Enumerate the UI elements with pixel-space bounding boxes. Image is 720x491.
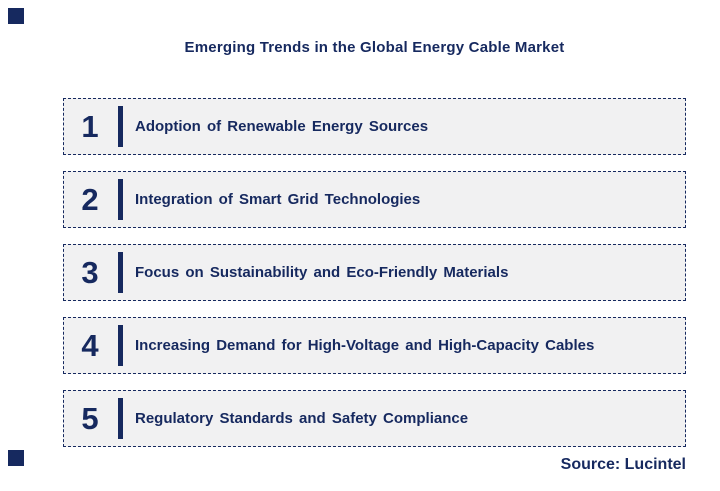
- trend-row-2: 2 Integration of Smart Grid Technologies: [63, 171, 686, 228]
- trend-label: Focus on Sustainability and Eco-Friendly…: [135, 264, 509, 281]
- vertical-divider-bar: [118, 106, 123, 147]
- trend-label: Integration of Smart Grid Technologies: [135, 191, 421, 208]
- vertical-divider-bar: [118, 398, 123, 439]
- trend-row-5: 5 Regulatory Standards and Safety Compli…: [63, 390, 686, 447]
- trend-number: 4: [81, 328, 99, 363]
- trend-number: 1: [81, 109, 99, 144]
- corner-accent-square-bottom-left: [8, 450, 24, 466]
- trend-label: Adoption of Renewable Energy Sources: [135, 118, 429, 135]
- trend-number: 5: [81, 401, 99, 436]
- trend-label: Increasing Demand for High-Voltage and H…: [135, 337, 595, 354]
- corner-accent-square-top-left: [8, 8, 24, 24]
- trend-row-3: 3 Focus on Sustainability and Eco-Friend…: [63, 244, 686, 301]
- trend-row-4: 4 Increasing Demand for High-Voltage and…: [63, 317, 686, 374]
- vertical-divider-bar: [118, 325, 123, 366]
- vertical-divider-bar: [118, 252, 123, 293]
- trend-number: 3: [81, 255, 99, 290]
- vertical-divider-bar: [118, 179, 123, 220]
- trend-label: Regulatory Standards and Safety Complian…: [135, 410, 469, 427]
- trend-number: 2: [81, 182, 99, 217]
- page-title: Emerging Trends in the Global Energy Cab…: [184, 39, 565, 56]
- trend-row-1: 1 Adoption of Renewable Energy Sources: [63, 98, 686, 155]
- source-attribution: Source: Lucintel: [560, 456, 686, 473]
- trend-list: 1 Adoption of Renewable Energy Sources 2…: [63, 98, 686, 463]
